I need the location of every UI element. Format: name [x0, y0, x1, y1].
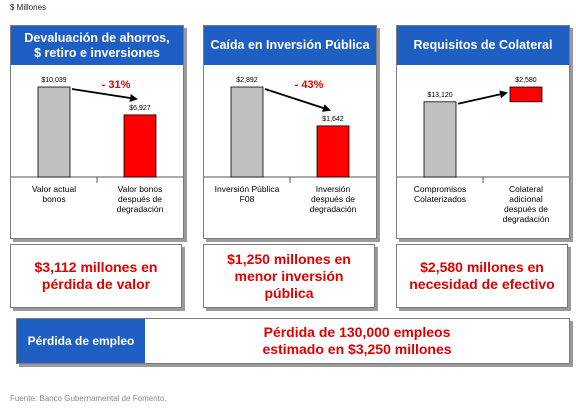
category-label-1: Valor bonos después de degradación [117, 184, 164, 214]
bar-1 [123, 114, 157, 178]
summary-devaluacion: $3,112 millones en pérdida de valor [10, 244, 182, 308]
summary-inversion: $1,250 millones en menor inversión públi… [203, 244, 375, 308]
job-loss-box: Pérdida de empleo Pérdida de 130,000 emp… [16, 318, 570, 364]
percent-change-annotation: - 31% [102, 79, 131, 91]
panel-colateral: Requisitos de Colateral $13,120 Compromis… [396, 25, 570, 239]
job-loss-text: Pérdida de 130,000 empleos estimado en $… [262, 324, 452, 357]
panel-devaluacion: Devaluación de ahorros, $ retiro e inver… [10, 25, 184, 239]
change-arrow [71, 88, 138, 102]
panel-title: Requisitos de Colateral [397, 26, 569, 65]
value-label-1: $6,927 [129, 105, 151, 112]
category-label-0: Compromisos Colaterizados [414, 184, 466, 204]
units-label: $ Millones [10, 3, 47, 12]
value-label-0: $10,039 [41, 77, 66, 84]
bar-0 [423, 101, 457, 178]
source-note: Fuente: Banco Gubernamental de Fomento. [10, 394, 167, 403]
category-label-0: Valor actual bonos [32, 184, 76, 204]
bar-0 [37, 86, 71, 178]
category-label-1: Inversión después de degradación [310, 184, 357, 214]
category-label-0: Inversión Pública F08 [215, 184, 280, 204]
summary-colateral: $2,580 millones en necesidad de efectivo [396, 244, 568, 308]
panel-title: Caída en Inversión Pública [204, 26, 376, 65]
chart-colateral: $13,120 Compromisos Colaterizados $2,580 Col… [397, 77, 569, 224]
panel-title: Devaluación de ahorros, $ retiro e inver… [11, 26, 183, 65]
chart-devaluacion: $10,039 Valor actual bonos $6,927 Valor bono… [11, 77, 183, 214]
value-label-1: $1,642 [322, 116, 344, 123]
bar-0 [230, 86, 264, 178]
change-arrow [457, 90, 508, 105]
value-label-1: $2,580 [515, 77, 537, 84]
chart-inversion: $2,892 Inversión Pública F08 $1,642 Inversió… [204, 77, 376, 214]
bar-1 [316, 125, 350, 178]
panel-inversion: Caída en Inversión Pública $2,892 Inversi… [203, 25, 377, 239]
category-label-1: Colateral adicional después de degradación [503, 184, 550, 224]
bar-1 [509, 86, 543, 103]
value-label-0: $2,892 [236, 77, 258, 84]
percent-change-annotation: - 43% [295, 79, 324, 91]
value-label-0: $13,120 [427, 92, 452, 99]
change-arrow [264, 88, 331, 112]
job-loss-label: Pérdida de empleo [17, 319, 145, 363]
